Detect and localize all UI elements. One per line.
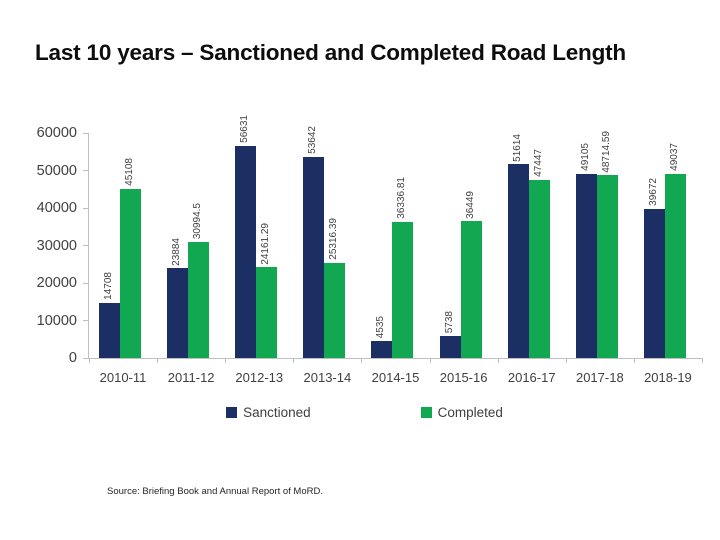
data-label: 47447 <box>532 149 544 178</box>
page-title: Last 10 years – Sanctioned and Completed… <box>35 40 626 65</box>
bar-completed <box>120 188 141 358</box>
data-label: 49037 <box>668 143 680 172</box>
legend-item: Completed <box>420 404 503 420</box>
source-note: Source: Briefing Book and Annual Report … <box>107 486 323 497</box>
y-axis-tick-label: 10000 <box>36 312 77 329</box>
x-axis-tick <box>497 358 499 363</box>
y-axis-tick <box>83 207 88 209</box>
bar-sanctioned <box>167 268 189 358</box>
y-axis-tick <box>83 357 88 359</box>
y-axis-tick <box>83 282 88 284</box>
x-axis-label: 2015-16 <box>439 370 488 385</box>
data-label: 51614 <box>511 133 523 162</box>
y-axis-tick <box>83 320 88 321</box>
data-label: 45108 <box>124 158 135 186</box>
x-axis-label: 2013-14 <box>303 370 352 385</box>
x-axis-tick <box>293 358 295 363</box>
x-axis-tick <box>157 358 159 363</box>
bar-completed <box>528 180 550 358</box>
data-label: 23884 <box>171 237 183 266</box>
data-label: 25316.39 <box>328 218 340 261</box>
bar-completed <box>324 263 346 358</box>
legend-label: Completed <box>437 404 503 420</box>
x-axis-label: 2017-18 <box>575 370 624 385</box>
data-label: 49105 <box>579 143 591 171</box>
bar-completed <box>460 221 482 358</box>
x-axis-tick <box>89 358 90 363</box>
data-label: 14708 <box>103 272 114 300</box>
y-axis-tick <box>83 132 88 134</box>
data-label: 4535 <box>375 315 387 338</box>
x-axis-label: 2014-15 <box>371 370 420 385</box>
bar-completed <box>596 175 618 358</box>
x-axis-label: 2010-11 <box>99 370 147 385</box>
data-label: 36449 <box>464 190 476 219</box>
bar-sanctioned <box>99 302 120 358</box>
legend-item: Sanctioned <box>226 405 311 420</box>
x-axis-label: 2018-19 <box>644 370 692 385</box>
y-axis-tick-label: 60000 <box>36 125 77 141</box>
bar-completed <box>664 174 686 358</box>
x-axis-tick <box>225 358 227 363</box>
bar-sanctioned <box>371 341 393 358</box>
data-label: 30994.5 <box>192 202 204 239</box>
data-label: 39672 <box>647 178 659 207</box>
legend-label: Sanctioned <box>243 404 311 420</box>
y-axis-tick <box>83 170 88 171</box>
bar-sanctioned <box>507 164 529 358</box>
x-axis-label: 2016-17 <box>507 370 556 385</box>
legend-swatch <box>420 406 432 418</box>
bar-sanctioned <box>439 336 461 358</box>
y-axis-tick-label: 30000 <box>36 237 77 254</box>
legend-swatch <box>226 406 238 418</box>
x-axis-tick <box>565 358 567 363</box>
data-label: 5738 <box>443 311 455 334</box>
x-axis-label: 2012-13 <box>235 370 284 385</box>
y-axis-tick <box>83 245 88 246</box>
y-axis-tick-label: 20000 <box>36 275 77 291</box>
data-label: 53642 <box>307 126 319 154</box>
x-axis-tick <box>633 358 635 363</box>
bar-completed <box>392 221 414 358</box>
x-axis-tick <box>429 358 431 363</box>
bar-sanctioned <box>575 173 597 358</box>
plot-area: 0 10000 20000 30000 40000 50000 60000 14708 4510… <box>37 115 703 385</box>
data-label: 24161.29 <box>260 222 272 265</box>
data-label: 48714.59 <box>600 130 612 173</box>
bar-completed <box>256 267 278 358</box>
bar-sanctioned <box>643 209 665 358</box>
x-axis-label: 2011-12 <box>167 370 215 385</box>
bar-sanctioned <box>235 145 257 358</box>
y-axis-tick-label: 50000 <box>36 162 77 179</box>
bar-completed <box>188 241 210 358</box>
data-label: 56631 <box>239 114 251 143</box>
y-axis-tick-label: 0 <box>68 350 77 366</box>
x-axis-tick <box>702 358 703 363</box>
y-axis-tick-label: 40000 <box>36 200 77 216</box>
bar-sanctioned <box>303 156 325 358</box>
data-label: 36336.81 <box>396 177 408 219</box>
chart-legend: Sanctioned Completed <box>58 403 671 421</box>
x-axis-tick <box>361 358 363 363</box>
